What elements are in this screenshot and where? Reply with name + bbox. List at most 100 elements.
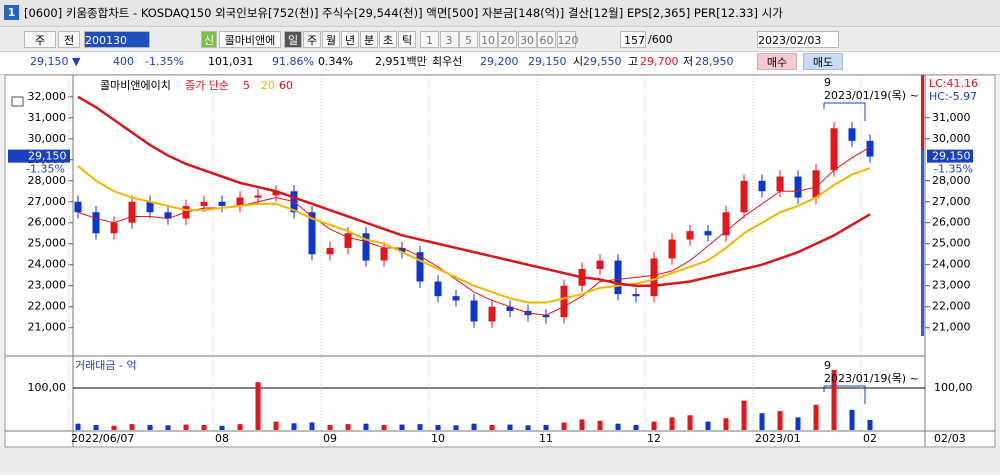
volume-bar xyxy=(525,425,531,430)
volume-bar xyxy=(759,413,765,430)
period-button[interactable]: 년 xyxy=(341,31,359,48)
buy-button[interactable]: 매수 xyxy=(757,53,797,70)
annotation-bracket xyxy=(823,385,866,404)
candle-body xyxy=(704,231,712,236)
volume-bar xyxy=(201,424,207,430)
volume-bar xyxy=(633,424,639,430)
volume-bar xyxy=(309,422,315,430)
quote-low: 28,950 xyxy=(695,55,734,68)
volume-bar xyxy=(75,423,81,430)
quote-change: 400 xyxy=(113,55,134,68)
volume-bar xyxy=(705,421,711,430)
interval-button[interactable]: 30 xyxy=(517,31,537,48)
count-input[interactable]: 157 xyxy=(620,31,646,48)
new-button[interactable]: 신 xyxy=(201,31,217,48)
quote-rate: -1.35% xyxy=(145,55,184,68)
x-tick-label: 09 xyxy=(323,432,337,445)
volume-bar xyxy=(147,424,153,430)
quote-open-label: 시 xyxy=(573,55,584,68)
y-tick-label: 24,000 xyxy=(28,258,67,271)
y-tick-label: 21,000 xyxy=(932,321,971,334)
interval-button[interactable]: 5 xyxy=(459,31,478,48)
current-price: 29,150 xyxy=(28,150,67,163)
candle-body xyxy=(434,281,442,297)
sell-button[interactable]: 매도 xyxy=(803,53,843,70)
candle-body xyxy=(794,176,802,198)
y-tick-label: 100,00 xyxy=(28,381,67,394)
period-button[interactable]: 주 xyxy=(303,31,321,48)
scope-select[interactable]: 전 xyxy=(58,31,80,48)
window-controls[interactable] xyxy=(846,5,996,21)
window-title: [0600] 키움종합차트 - KOSDAQ150 외국인보유[752(천)] … xyxy=(24,6,783,20)
period-button[interactable]: 월 xyxy=(322,31,340,48)
annotation-count: 9 xyxy=(824,76,831,89)
candle-body xyxy=(200,201,208,206)
interval-button[interactable]: 10 xyxy=(478,31,498,48)
indicator-bar xyxy=(921,150,924,336)
candle-body xyxy=(218,201,226,206)
candle-body xyxy=(668,239,676,259)
panel-icon xyxy=(11,96,24,107)
volume-bar xyxy=(849,409,855,430)
period-button[interactable]: 일 xyxy=(284,31,302,48)
candle-body xyxy=(830,128,838,171)
current-price: 29,150 xyxy=(932,150,971,163)
code-input[interactable]: 200130 xyxy=(84,31,150,48)
volume-bar xyxy=(579,419,585,430)
interval-button[interactable]: 120 xyxy=(556,31,579,48)
unit-select[interactable]: 주 xyxy=(24,31,56,48)
volume-bar xyxy=(417,424,423,430)
volume-bar xyxy=(543,424,549,430)
y-tick-label: 30,000 xyxy=(28,132,67,145)
date-input[interactable]: 2023/02/03 xyxy=(757,31,839,48)
quote-low-label: 저 xyxy=(683,55,694,68)
period-button[interactable]: 초 xyxy=(379,31,397,48)
y-tick-label: 26,000 xyxy=(932,216,971,229)
interval-button[interactable]: 60 xyxy=(537,31,556,48)
candle-body xyxy=(164,212,172,219)
volume-bar xyxy=(813,404,819,430)
y-tick-label: 25,000 xyxy=(28,237,67,250)
volume-bar xyxy=(327,424,333,430)
y-tick-label: 25,000 xyxy=(932,237,971,250)
period-button[interactable]: 틱 xyxy=(398,31,416,48)
volume-bar xyxy=(867,419,873,430)
candle-body xyxy=(272,191,280,196)
interval-button[interactable]: 3 xyxy=(439,31,459,48)
y-tick-label: 31,000 xyxy=(28,111,67,124)
chart-frame xyxy=(4,74,996,448)
current-rate: -1.35% xyxy=(26,163,65,176)
volume-bar xyxy=(237,424,243,430)
period-button[interactable]: 분 xyxy=(360,31,378,48)
candle-body xyxy=(452,296,460,301)
volume-bar xyxy=(831,369,837,430)
candle-body xyxy=(488,306,496,322)
y-tick-label: 27,000 xyxy=(28,195,67,208)
scrollbar[interactable] xyxy=(0,449,1000,471)
y-tick-label: 22,000 xyxy=(932,300,971,313)
volume-title: 거래대금 - 억 xyxy=(75,359,137,372)
candle-body xyxy=(470,300,478,322)
candle-body xyxy=(650,258,658,297)
interval-button[interactable]: 20 xyxy=(498,31,517,48)
stock-name: 콜마비앤에 xyxy=(219,31,281,48)
y-tick-label: 100,00 xyxy=(934,381,973,394)
legend-title: 콜마비앤에이치 xyxy=(100,79,171,92)
y-tick-label: 28,000 xyxy=(28,174,67,187)
candle-body xyxy=(362,233,370,261)
candle-body xyxy=(596,260,604,269)
title-bar xyxy=(0,0,1000,27)
volume-bar xyxy=(669,417,675,430)
quote-ratio: 91.86% xyxy=(272,55,314,68)
volume-bar xyxy=(381,424,387,430)
candle-body xyxy=(632,294,640,297)
y-tick-label: 21,000 xyxy=(28,321,67,334)
volume-bar xyxy=(219,425,225,430)
last-date: 02/03 xyxy=(934,432,966,445)
interval-button[interactable]: 1 xyxy=(420,31,439,48)
candle-body xyxy=(74,201,82,213)
volume-bar xyxy=(651,421,657,430)
volume-bar xyxy=(507,424,513,430)
candle-body xyxy=(398,247,406,253)
